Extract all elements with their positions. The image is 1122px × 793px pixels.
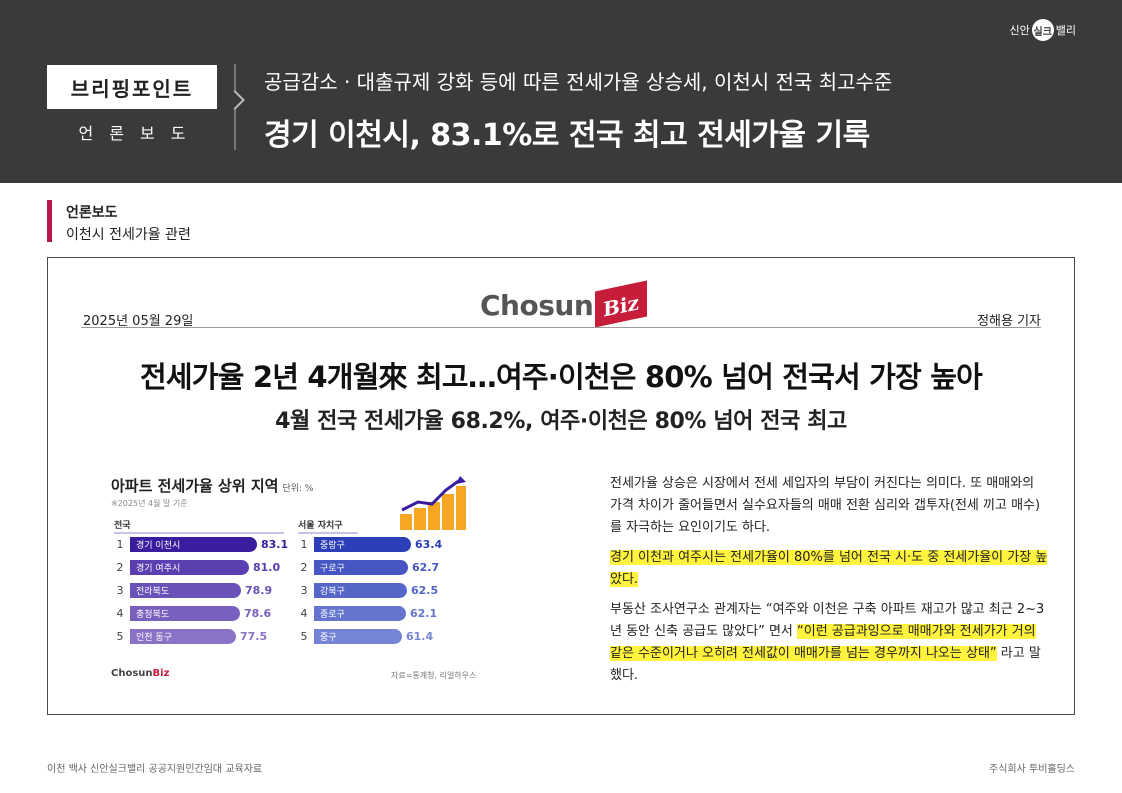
- brand-text-mid: 실크: [1031, 19, 1054, 41]
- brand-text-right: 밸리: [1055, 24, 1076, 37]
- rank-number: 1: [300, 538, 308, 551]
- logo-text: Chosun: [480, 289, 594, 322]
- ranking-row-seoul: 3 강북구 62.5: [298, 582, 438, 599]
- ranking-bar: 중구: [314, 629, 402, 644]
- ranking-bar: 경기 이천시: [130, 537, 257, 552]
- infographic-logo-text: Chosun: [111, 668, 153, 679]
- meta-divider: [81, 327, 1041, 328]
- section-description: 이천시 전세가율 관련: [66, 227, 191, 243]
- ranking-bar: 강북구: [314, 583, 407, 598]
- paragraph-1: 전세가율 상승은 시장에서 전세 세입자의 부담이 커진다는 의미다. 또 매매…: [610, 476, 1041, 535]
- article-clipping: Chosun Biz 2025년 05월 29일 정해용 기자 전세가율 2년 …: [47, 257, 1075, 715]
- infographic-unit: 단위: %: [282, 484, 314, 494]
- ranking-value: 62.5: [411, 584, 439, 597]
- logo-biz: Biz: [595, 280, 648, 328]
- rank-number: 4: [300, 607, 308, 620]
- ranking-value: 62.1: [410, 607, 438, 620]
- highlight-text: 경기 이천과 여주시는 전세가율이 80%를 넘어 전국 시·도 중 전세가율이…: [610, 550, 1048, 587]
- column-label-seoul: 서울 자치구: [298, 518, 358, 534]
- infographic-source: 자료=통계청, 리얼하우스: [391, 671, 477, 680]
- rank-number: 3: [116, 584, 124, 597]
- ranking-value: 78.9: [245, 584, 273, 597]
- paragraph-3: 부동산 조사연구소 관계자는 “여주와 이천은 구축 아파트 재고가 많고 최근…: [610, 599, 1050, 687]
- ranking-row-nation: 3 전라북도 78.9: [114, 582, 272, 599]
- column-label-nation: 전국: [114, 518, 284, 534]
- ranking-row-nation: 1 경기 이천시 83.1: [114, 536, 288, 553]
- rank-number: 2: [300, 561, 308, 574]
- rank-number: 3: [300, 584, 308, 597]
- article-date: 2025년 05월 29일: [83, 314, 194, 329]
- ranking-bar: 구로구: [314, 560, 408, 575]
- ranking-row-seoul: 1 중랑구 63.4: [298, 536, 442, 553]
- infographic-logo: ChosunBiz: [111, 668, 169, 679]
- article-headline: 전세가율 2년 4개월來 최고…여주·이천은 80% 넘어 전국서 가장 높아: [140, 360, 983, 394]
- ranking-row-nation: 5 인천 동구 77.5: [114, 628, 267, 645]
- rank-number: 4: [116, 607, 124, 620]
- paragraph-3-text: 부동산 조사연구소 관계자는 “여주와 이천은 구축 아파트 재고가 많고 최근…: [610, 602, 1045, 639]
- brand-logo: 신안 실크 밸리: [1009, 19, 1076, 41]
- ranking-value: 77.5: [240, 630, 268, 643]
- footer-right: 주식회사 투비홀딩스: [989, 764, 1075, 775]
- infographic-logo-biz: Biz: [152, 668, 170, 679]
- infographic-title: 아파트 전세가율 상위 지역 단위: %: [111, 475, 313, 496]
- rank-number: 5: [116, 630, 124, 643]
- header-banner: 신안 실크 밸리 브리핑포인트 언론보도 공급감소 · 대출규제 강화 등에 따…: [0, 0, 1122, 183]
- ranking-value: 81.0: [253, 561, 281, 574]
- ranking-row-seoul: 4 종로구 62.1: [298, 605, 437, 622]
- briefing-tag: 브리핑포인트: [47, 65, 217, 109]
- ranking-value: 61.4: [406, 630, 434, 643]
- chevron-right-icon: [225, 90, 245, 110]
- chosunbiz-logo: Chosun Biz: [480, 270, 648, 328]
- ranking-row-seoul: 5 중구 61.4: [298, 628, 433, 645]
- header-title: 경기 이천시, 83.1%로 전국 최고 전세가율 기록: [264, 118, 870, 153]
- footer-left: 이천 백사 신안실크밸리 공공지원민간임대 교육자료: [47, 764, 263, 775]
- infographic-note: ※2025년 4월 말 기준: [111, 499, 188, 508]
- section-accent-bar: [47, 200, 52, 242]
- ranking-bar: 종로구: [314, 606, 406, 621]
- ranking-bar: 경기 여주시: [130, 560, 249, 575]
- ranking-bar: 인천 동구: [130, 629, 236, 644]
- ranking-row-nation: 4 충청북도 78.6: [114, 605, 271, 622]
- ranking-row-nation: 2 경기 여주시 81.0: [114, 559, 280, 576]
- ranking-bar: 전라북도: [130, 583, 241, 598]
- ranking-value: 62.7: [412, 561, 440, 574]
- paragraph-3-end: 라고 말했다.: [610, 646, 1041, 683]
- section-title: 언론보도: [66, 205, 118, 221]
- paragraph-2: 경기 이천과 여주시는 전세가율이 80%를 넘어 전국 시·도 중 전세가율이…: [610, 547, 1050, 591]
- rank-number: 5: [300, 630, 308, 643]
- ranking-value: 83.1: [261, 538, 289, 551]
- article-subheadline: 4월 전국 전세가율 68.2%, 여주·이천은 80% 넘어 전국 최고: [275, 409, 847, 434]
- ranking-bar: 충청북도: [130, 606, 240, 621]
- rank-number: 2: [116, 561, 124, 574]
- article-body: 전세가율 상승은 시장에서 전세 세입자의 부담이 커진다는 의미다. 또 매매…: [610, 473, 1050, 695]
- rising-chart-icon: [400, 476, 466, 530]
- infographic: 아파트 전세가율 상위 지역 단위: % ※2025년 4월 말 기준 전국 서울…: [106, 468, 486, 698]
- infographic-title-text: 아파트 전세가율 상위 지역: [111, 477, 279, 495]
- ranking-row-seoul: 2 구로구 62.7: [298, 559, 439, 576]
- article-author: 정해용 기자: [977, 314, 1041, 329]
- rank-number: 1: [116, 538, 124, 551]
- header-subtitle: 공급감소 · 대출규제 강화 등에 따른 전세가율 상승세, 이천시 전국 최고…: [264, 70, 893, 94]
- ranking-bar: 중랑구: [314, 537, 411, 552]
- press-tag: 언론보도: [78, 124, 202, 143]
- ranking-value: 78.6: [244, 607, 272, 620]
- brand-text-left: 신안: [1009, 24, 1030, 37]
- ranking-value: 63.4: [415, 538, 443, 551]
